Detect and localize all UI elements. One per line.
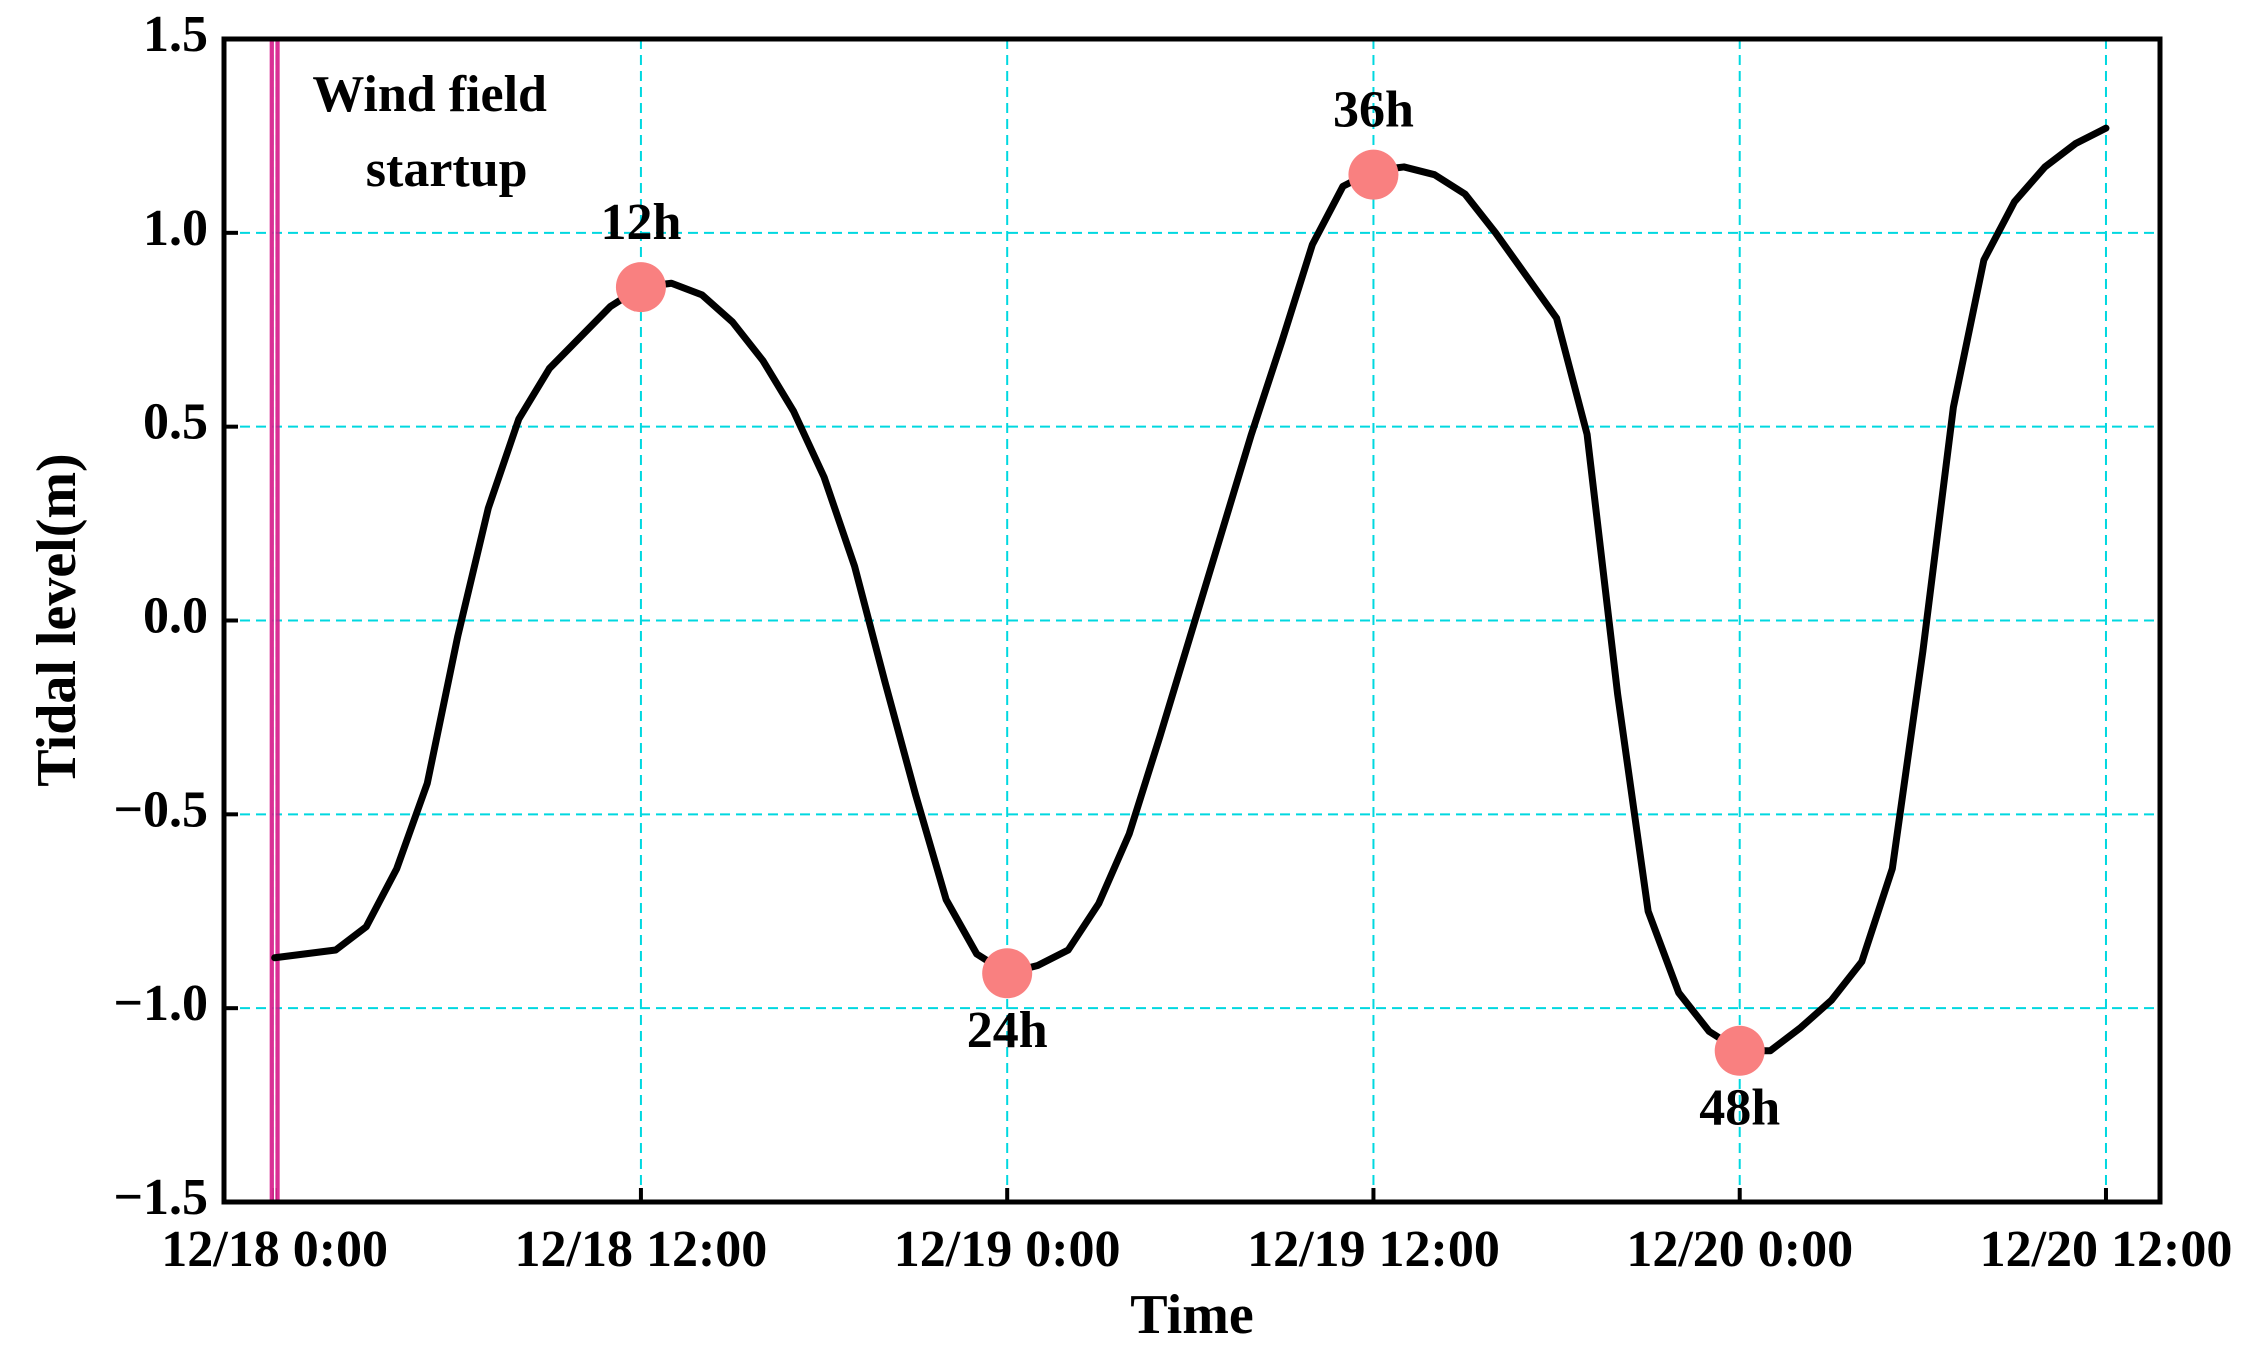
y-tick-label: 1.5 [143, 6, 208, 63]
y-tick-label: −1.0 [113, 975, 208, 1032]
point-marker [982, 948, 1033, 999]
point-marker [1714, 1025, 1765, 1076]
y-tick-label: 0.0 [143, 587, 208, 644]
point-marker [615, 262, 666, 313]
y-axis-label: Tidal level(m) [26, 453, 88, 786]
y-tick-label: −0.5 [113, 781, 208, 838]
y-tick-label: −1.5 [113, 1169, 208, 1226]
x-tick-label: 12/20 0:00 [1626, 1221, 1853, 1278]
point-label: 48h [1699, 1080, 1780, 1137]
x-tick-label: 12/19 0:00 [894, 1221, 1121, 1278]
point-label: 24h [967, 1002, 1048, 1059]
point-label: 36h [1333, 82, 1414, 139]
point-label: 12h [600, 194, 681, 251]
x-axis-label: Time [1130, 1284, 1253, 1346]
x-tick-label: 12/18 12:00 [515, 1221, 768, 1278]
y-tick-label: 1.0 [143, 200, 208, 257]
line-series [271, 124, 2110, 1055]
x-tick-label: 12/20 12:00 [1980, 1221, 2233, 1278]
annotation: startup [366, 141, 528, 198]
x-tick-label: 12/19 12:00 [1247, 1221, 1500, 1278]
y-tick-label: 0.5 [143, 394, 208, 451]
point-marker [1348, 149, 1399, 200]
plot-frame [221, 36, 2163, 1205]
x-tick-label: 12/18 0:00 [161, 1221, 388, 1278]
annotation: Wind field [312, 66, 547, 123]
